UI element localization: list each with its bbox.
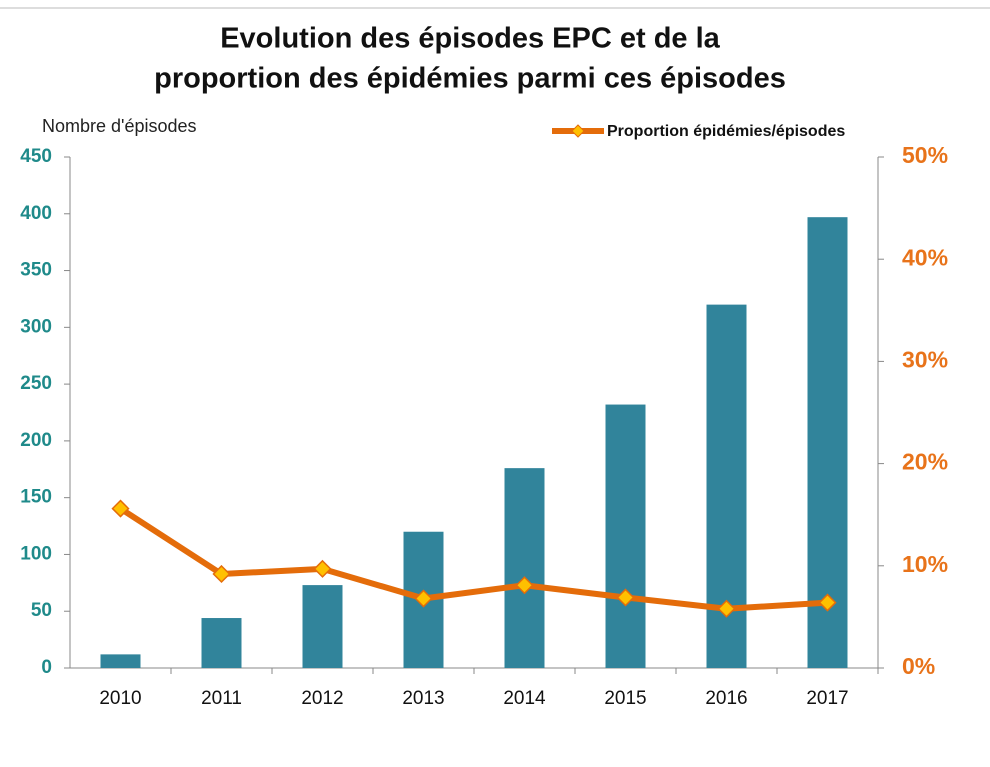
y-tick-label: 450 bbox=[20, 146, 52, 167]
marker bbox=[111, 499, 130, 518]
y2-tick-label: 30% bbox=[902, 346, 948, 372]
x-tick-label: 2011 bbox=[201, 688, 242, 709]
legend-marker bbox=[571, 124, 585, 138]
marker bbox=[313, 559, 332, 578]
y-tick-label: 250 bbox=[20, 373, 52, 394]
y-tick-label: 300 bbox=[20, 316, 52, 337]
y-tick-label: 100 bbox=[20, 543, 52, 564]
marker bbox=[717, 599, 736, 618]
y2-tick-label: 40% bbox=[902, 244, 948, 270]
x-tick-label: 2013 bbox=[402, 688, 444, 709]
bar bbox=[807, 217, 848, 668]
bar bbox=[504, 468, 545, 668]
y2-tick-label: 20% bbox=[902, 449, 948, 475]
x-tick-label: 2010 bbox=[99, 688, 141, 709]
marker bbox=[212, 564, 231, 584]
x-tick-label: 2012 bbox=[301, 688, 343, 709]
y2-tick-label: 10% bbox=[902, 551, 948, 577]
chart-title: proportion des épidémies parmi ces épiso… bbox=[154, 63, 786, 95]
y-tick-label: 350 bbox=[20, 260, 52, 281]
x-tick-label: 2015 bbox=[604, 688, 646, 709]
y2-tick-label: 50% bbox=[902, 142, 948, 168]
y2-tick-label: 0% bbox=[902, 653, 935, 679]
marker bbox=[616, 588, 635, 607]
y-tick-label: 150 bbox=[20, 487, 52, 508]
line bbox=[118, 506, 828, 612]
x-tick-label: 2014 bbox=[503, 688, 546, 709]
y-tick-label: 400 bbox=[20, 203, 52, 224]
bar bbox=[100, 654, 141, 668]
y-tick-label: 200 bbox=[20, 430, 52, 451]
marker bbox=[414, 589, 433, 608]
bar bbox=[201, 618, 242, 668]
chart-title: Evolution des épisodes EPC et de la bbox=[220, 23, 720, 55]
x-tick-label: 2017 bbox=[806, 688, 848, 709]
y-tick-label: 50 bbox=[31, 600, 52, 621]
y-axis-label: Nombre d'épisodes bbox=[42, 116, 197, 136]
legend-label: Proportion épidémies/épisodes bbox=[607, 123, 845, 140]
bar bbox=[605, 404, 646, 668]
bar bbox=[302, 585, 343, 668]
y-tick-label: 0 bbox=[41, 657, 52, 678]
x-tick-label: 2016 bbox=[705, 688, 747, 709]
marker bbox=[818, 593, 837, 612]
marker bbox=[515, 576, 534, 595]
